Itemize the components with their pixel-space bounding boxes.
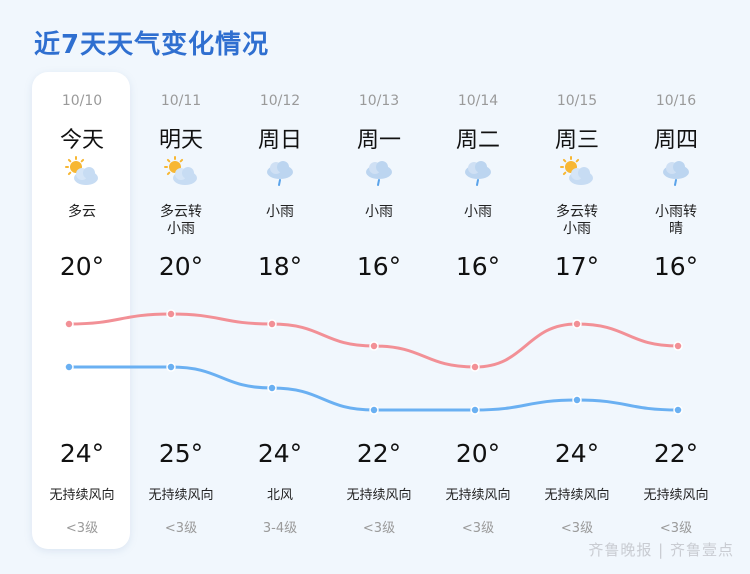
date-label: 10/13 <box>358 93 400 109</box>
date-label: 10/15 <box>556 93 598 109</box>
day-column: 10/13 周一 小雨 16° 22° 无持续风向 <3级 <box>329 0 429 574</box>
low-temp: 16° <box>356 252 402 281</box>
day-label: 今天 <box>59 128 104 153</box>
sun-cloud-icon <box>64 156 100 188</box>
blue-curve-point <box>572 395 582 405</box>
wind-level: <3级 <box>362 521 396 536</box>
blue-curve-point <box>267 383 277 393</box>
low-temp: 18° <box>257 252 303 281</box>
high-temp: 22° <box>356 439 402 468</box>
pink-curve-point <box>572 319 582 329</box>
blue-curve-line <box>69 365 679 412</box>
wind-level: <3级 <box>659 521 693 536</box>
wind-direction: 无持续风向 <box>643 488 709 503</box>
high-temp: 24° <box>59 439 105 468</box>
day-label: 明天 <box>158 128 203 153</box>
wind-level: <3级 <box>164 521 198 536</box>
high-temp: 24° <box>257 439 303 468</box>
date-label: 10/10 <box>61 93 103 109</box>
wind-level: <3级 <box>461 521 495 536</box>
weather-description: 小雨转 晴 <box>655 204 697 237</box>
day-label: 周二 <box>455 128 500 153</box>
weather-description: 多云转 小雨 <box>160 204 202 237</box>
weather-description: 小雨 <box>464 204 492 220</box>
day-column: 10/15 周三 多云转 小雨 17° 24° 无持续风向 <3级 <box>527 0 627 574</box>
sun-cloud-icon <box>163 156 199 188</box>
wind-direction: 无持续风向 <box>445 488 511 503</box>
day-column: 10/16 周四 小雨转 晴 16° 22° 无持续风向 <3级 <box>626 0 726 574</box>
sun-cloud-icon <box>559 156 595 188</box>
high-temp: 22° <box>653 439 699 468</box>
wind-direction: 无持续风向 <box>148 488 214 503</box>
weather-description: 小雨 <box>365 204 393 220</box>
day-label: 周一 <box>356 128 401 153</box>
day-column: 10/11 明天 多云转 小雨 20° 25° 无持续风向 <3级 <box>131 0 231 574</box>
date-label: 10/16 <box>655 93 697 109</box>
day-column: 10/10 今天 多云 20° 24° 无持续风向 <3级 <box>32 0 132 574</box>
blue-curve-point <box>369 405 379 415</box>
rain-cloud-icon <box>658 156 694 188</box>
wind-direction: 北风 <box>266 488 293 503</box>
pink-curve-point <box>64 319 74 329</box>
wind-direction: 无持续风向 <box>346 488 412 503</box>
weather-description: 多云转 小雨 <box>556 204 598 237</box>
high-temp: 24° <box>554 439 600 468</box>
blue-curve-point <box>166 362 176 372</box>
wind-level: 3-4级 <box>262 521 298 536</box>
day-column: 10/12 周日 小雨 18° 24° 北风 3-4级 <box>230 0 330 574</box>
low-temp: 16° <box>455 252 501 281</box>
date-label: 10/11 <box>160 93 202 109</box>
low-temp: 16° <box>653 252 699 281</box>
wind-level: <3级 <box>65 521 99 536</box>
day-label: 周日 <box>257 128 302 153</box>
watermark: 齐鲁晚报 | 齐鲁壹点 <box>588 541 734 559</box>
wind-level: <3级 <box>560 521 594 536</box>
page-title: 近7天天气变化情况 <box>34 30 270 60</box>
pink-curve-line <box>68 312 679 369</box>
pink-curve-point <box>673 341 683 351</box>
pink-curve-point <box>166 309 176 319</box>
rain-cloud-icon <box>361 156 397 188</box>
date-label: 10/14 <box>457 93 499 109</box>
weather-description: 小雨 <box>266 204 294 220</box>
blue-curve-point <box>673 405 683 415</box>
low-temp: 17° <box>554 252 600 281</box>
weather-description: 多云 <box>68 204 96 220</box>
high-temp: 20° <box>455 439 501 468</box>
day-column: 10/14 周二 小雨 16° 20° 无持续风向 <3级 <box>428 0 528 574</box>
blue-curve-point <box>64 362 74 372</box>
pink-curve-point <box>267 319 277 329</box>
high-temp: 25° <box>158 439 204 468</box>
date-label: 10/12 <box>259 93 301 109</box>
day-label: 周四 <box>653 128 698 153</box>
blue-curve-point <box>470 405 480 415</box>
wind-direction: 无持续风向 <box>544 488 610 503</box>
rain-cloud-icon <box>262 156 298 188</box>
wind-direction: 无持续风向 <box>49 488 115 503</box>
rain-cloud-icon <box>460 156 496 188</box>
day-label: 周三 <box>554 128 599 153</box>
today-card <box>32 72 130 549</box>
pink-curve-point <box>470 362 480 372</box>
low-temp: 20° <box>59 252 105 281</box>
low-temp: 20° <box>158 252 204 281</box>
pink-curve-point <box>369 341 379 351</box>
